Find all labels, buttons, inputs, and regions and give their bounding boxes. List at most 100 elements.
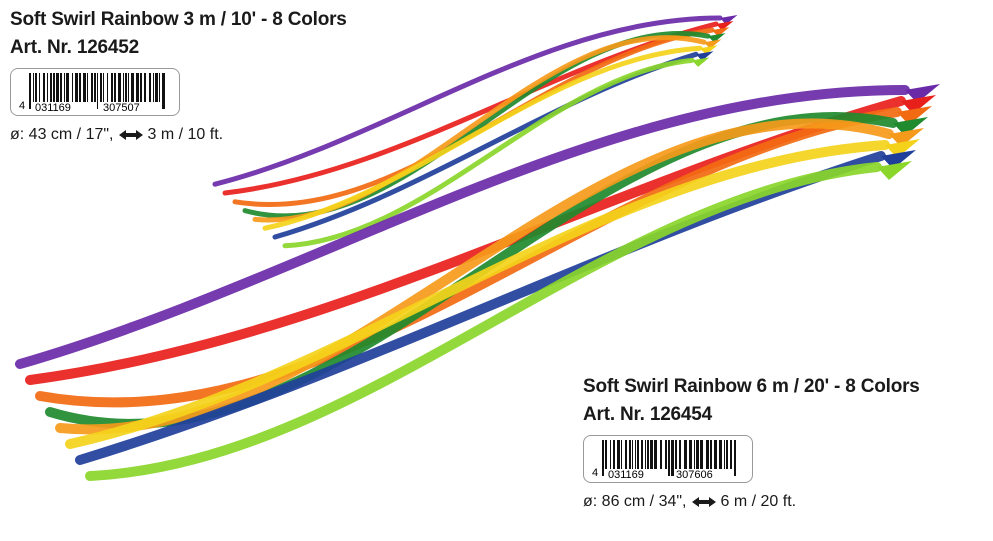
barcode-bar: [679, 440, 681, 469]
dimensions: ø: 86 cm / 34", 6 m / 20 ft.: [583, 493, 920, 511]
barcode-bar: [671, 440, 674, 476]
barcode-bar: [43, 73, 45, 102]
barcode-bar: [675, 440, 677, 469]
kite-head: [700, 45, 718, 55]
barcode-bar: [72, 73, 73, 102]
barcode-bar: [111, 73, 113, 102]
ribbon: [65, 140, 890, 449]
product-title: Soft Swirl Rainbow 3 m / 10' - 8 Colors: [10, 9, 347, 30]
barcode-bar: [665, 440, 667, 469]
kite-head: [881, 150, 916, 169]
barcode-digits: 031169: [35, 102, 71, 114]
barcode-bar: [710, 440, 712, 469]
barcode-bar: [159, 73, 160, 102]
length: 3 m / 10 ft.: [147, 126, 224, 143]
barcode-bar: [617, 440, 620, 469]
barcode-bar: [87, 73, 88, 102]
barcode-bar: [94, 73, 96, 102]
barcode-bar: [128, 73, 129, 102]
barcode-bar: [700, 440, 703, 469]
diameter: ø: 43 cm / 17",: [10, 126, 114, 143]
barcode-bar: [724, 440, 725, 469]
barcode-bar: [33, 73, 34, 102]
kite-head: [708, 33, 726, 43]
barcode-bar: [131, 73, 134, 102]
barcode-graphic: 4 031169 307507: [19, 73, 165, 114]
barcode-bar: [610, 440, 611, 469]
barcode-digits: 307606: [676, 469, 713, 481]
barcode-bar: [637, 440, 639, 469]
barcode-bar: [39, 73, 40, 102]
barcode-bar: [613, 440, 615, 469]
barcode-bar: [91, 73, 93, 102]
barcode-bar: [645, 440, 646, 469]
barcode-bar: [114, 73, 116, 102]
ribbon: [212, 15, 723, 187]
kite-head: [716, 21, 734, 31]
barcode-bar: [694, 440, 695, 469]
ribbon: [282, 57, 695, 249]
barcode-bar: [123, 73, 124, 102]
length-arrow-icon: [691, 497, 716, 507]
barcode-bar: [155, 73, 158, 102]
barcode-bar: [75, 73, 78, 102]
barcode-bar: [153, 73, 154, 102]
barcode-bar: [35, 73, 37, 102]
barcode-bar: [118, 73, 121, 102]
barcode-bar: [162, 73, 165, 109]
barcode-bar: [654, 440, 657, 469]
product-block: Soft Swirl Rainbow 6 m / 20' - 8 Colors …: [583, 373, 920, 511]
dimensions: ø: 43 cm / 17", 3 m / 10 ft.: [10, 126, 347, 144]
ribbon: [35, 107, 902, 408]
barcode-bar: [605, 440, 607, 469]
barcode: 4 031169 307507: [10, 68, 180, 116]
length: 6 m / 20 ft.: [720, 493, 797, 510]
barcode-bar: [647, 440, 649, 469]
ribbon: [85, 162, 882, 481]
length-arrow-icon: [118, 130, 143, 140]
kite-head: [692, 57, 710, 67]
barcode-digit: 4: [592, 467, 598, 479]
ribbon: [15, 85, 910, 369]
barcode-digits: 031169: [608, 469, 644, 481]
barcode-bar: [730, 440, 732, 469]
barcode-bar: [50, 73, 52, 102]
kite-head: [720, 15, 738, 25]
barcode-bar: [60, 73, 62, 102]
kite-head: [901, 95, 936, 114]
kite-head: [897, 106, 932, 125]
barcode-bar: [79, 73, 81, 102]
barcode-bar: [668, 440, 670, 476]
barcode-bar: [689, 440, 692, 469]
swirl-kite: [212, 15, 738, 249]
barcode-bar: [660, 440, 662, 469]
barcode-bar: [641, 440, 643, 469]
barcode-bar: [621, 440, 622, 469]
barcode-bar: [100, 73, 102, 102]
barcode-bar: [107, 73, 108, 102]
barcode-bar: [29, 73, 31, 109]
barcode-bar: [149, 73, 151, 102]
kite-head: [704, 39, 722, 49]
kite-head: [712, 27, 730, 37]
kite-head: [696, 51, 714, 61]
barcode-bar: [56, 73, 59, 102]
barcode-bar: [629, 440, 631, 469]
barcode-bar: [136, 73, 139, 102]
barcode-bar: [140, 73, 142, 102]
article-number: Art. Nr. 126454: [583, 404, 713, 425]
barcode-bar: [125, 73, 127, 102]
barcode-bar: [97, 73, 98, 109]
barcode-bar: [602, 440, 604, 476]
swirl-kite: [15, 84, 940, 481]
barcode-bar: [706, 440, 709, 469]
ribbon: [262, 45, 703, 231]
barcode-bar: [625, 440, 627, 469]
barcode-bar: [632, 440, 633, 469]
barcode-bar: [696, 440, 699, 469]
barcode-bar: [714, 440, 717, 469]
kite-head: [893, 117, 928, 136]
barcode-bar: [47, 73, 48, 102]
